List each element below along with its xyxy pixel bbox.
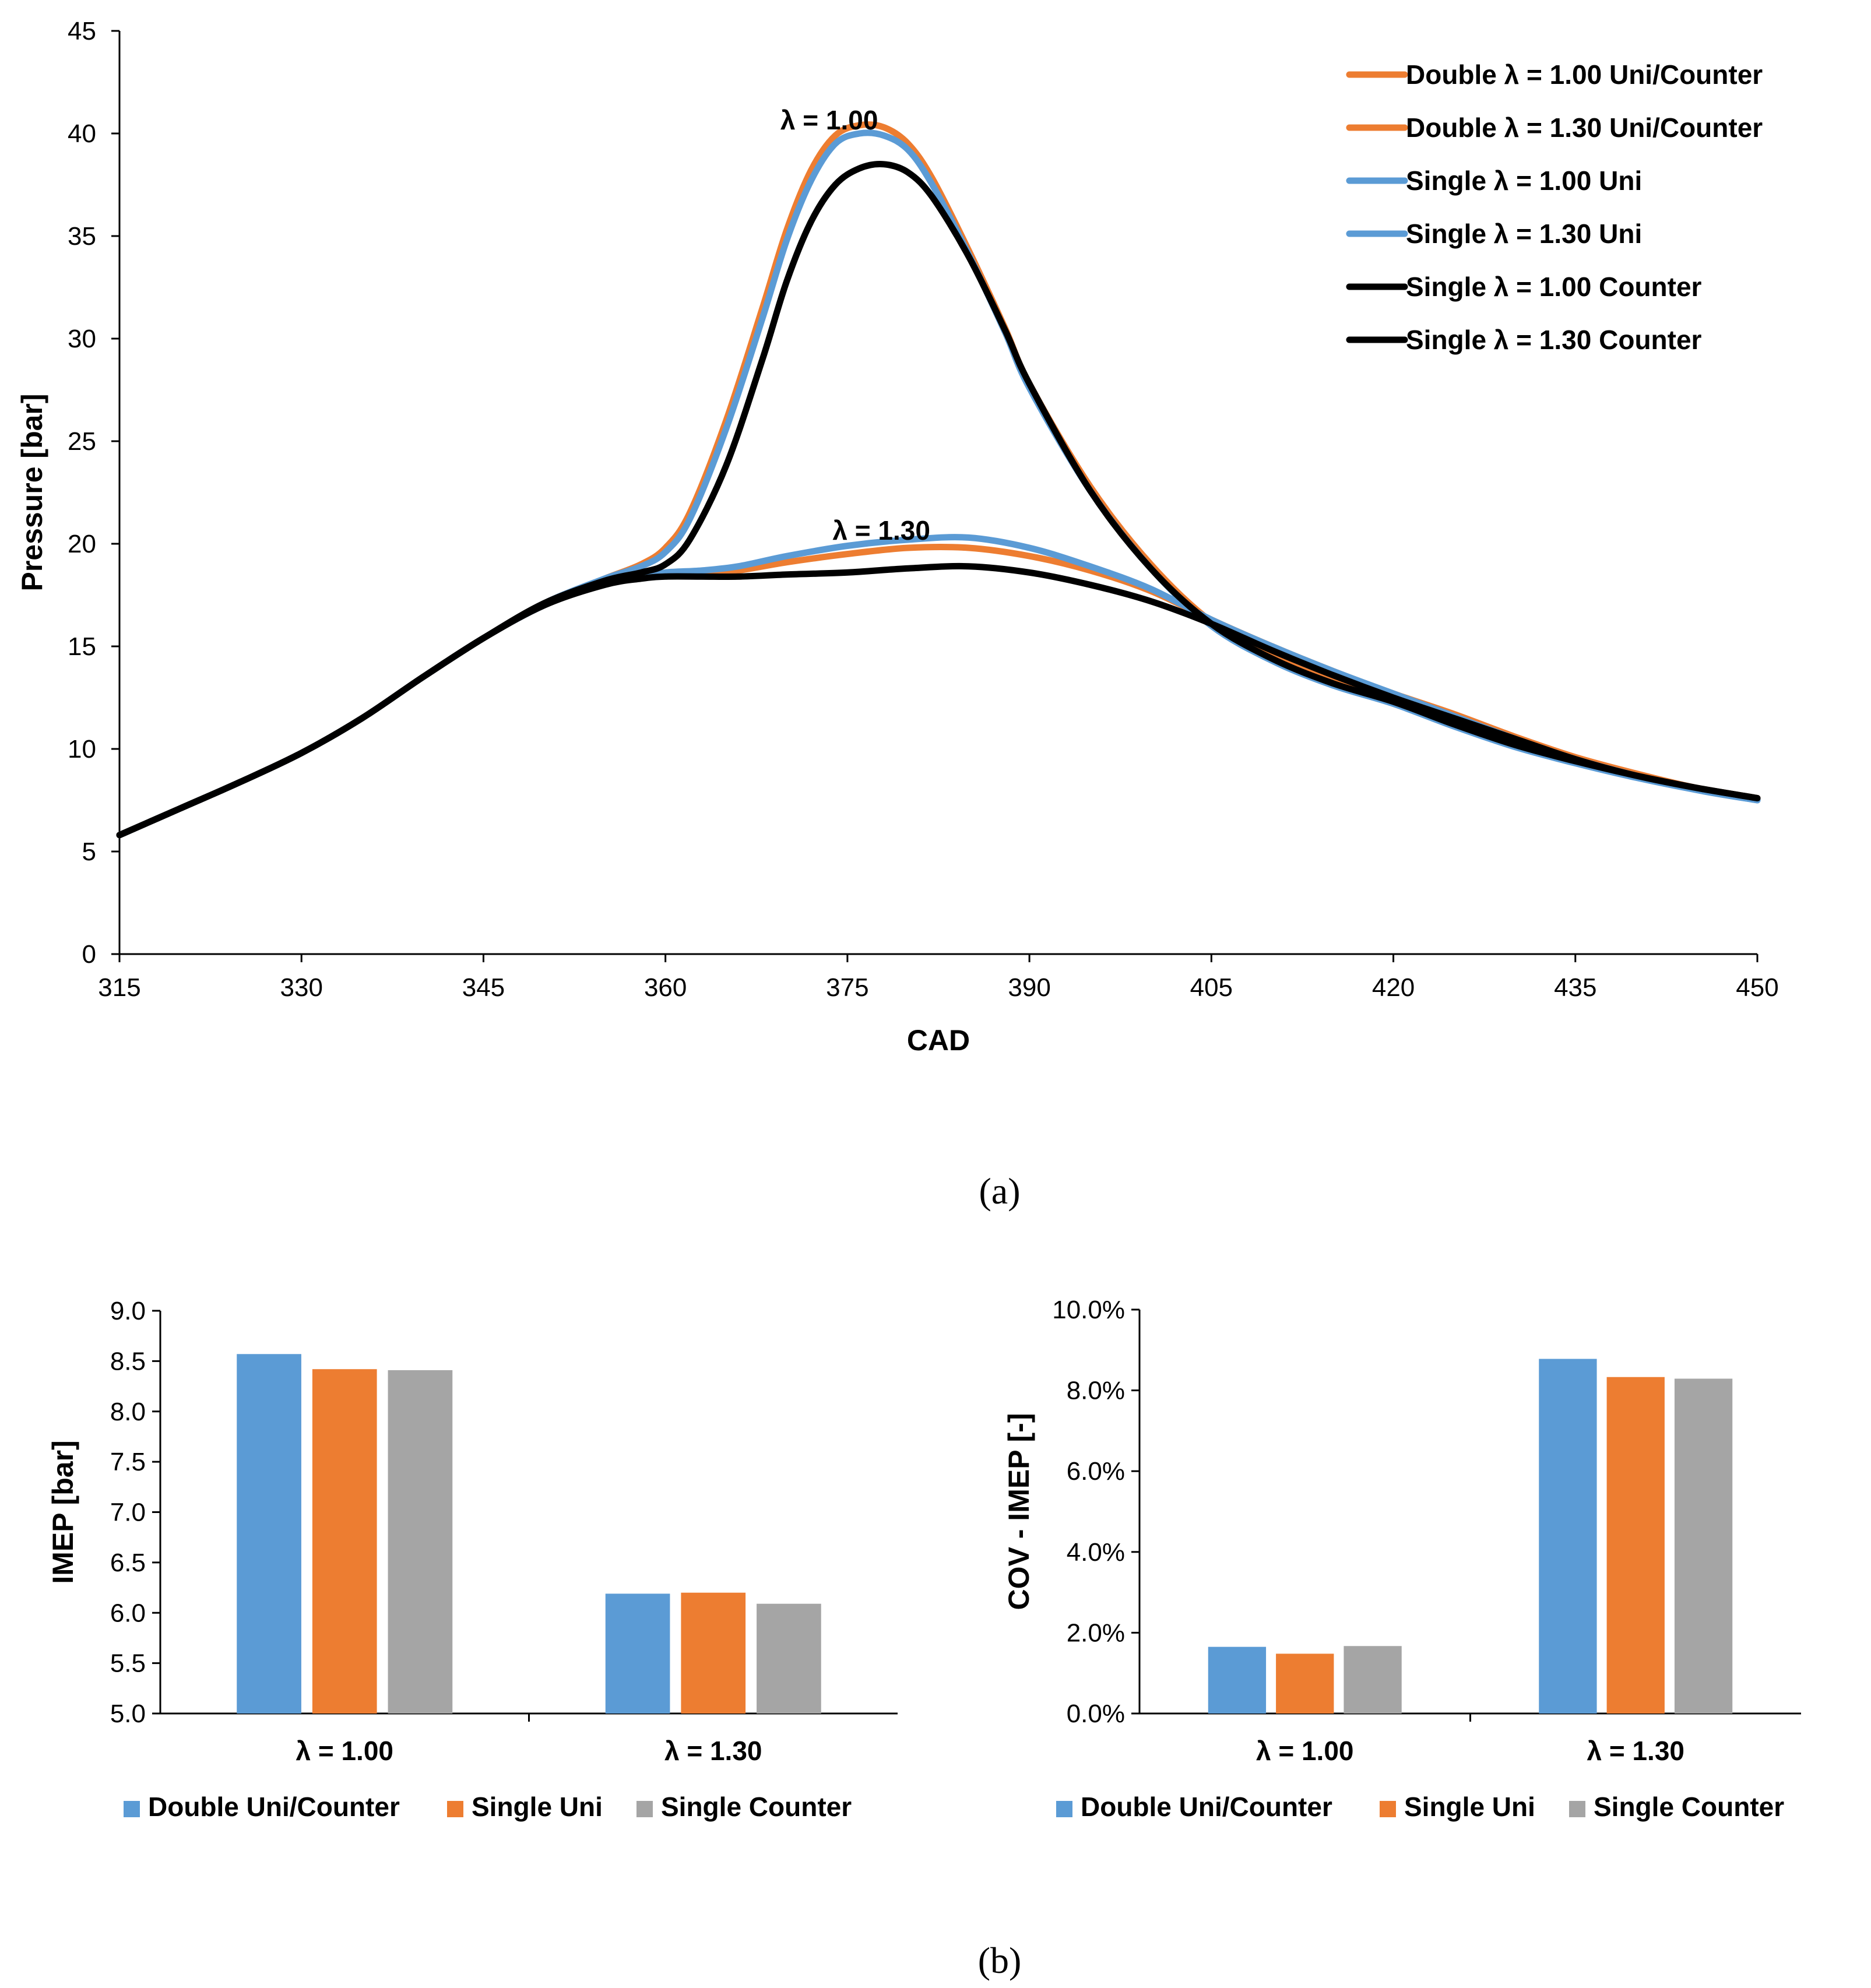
bar-1 (605, 1593, 670, 1713)
caption-a: (a) (979, 1170, 1020, 1212)
legend-label: Single Counter (1594, 1792, 1784, 1822)
bar-2 (1606, 1377, 1665, 1713)
legend-label: Single λ = 1.00 Uni (1406, 166, 1642, 196)
y-tick-label: 25 (68, 427, 96, 456)
x-tick-label: 405 (1190, 973, 1233, 1002)
y-tick-label: 40 (68, 119, 96, 148)
y-tick-label: 10.0% (1052, 1296, 1125, 1324)
bar-3 (757, 1603, 821, 1713)
y-tick-label: 0.0% (1067, 1700, 1125, 1728)
legend-label: Double Uni/Counter (1081, 1792, 1332, 1822)
y-tick-label: 20 (68, 530, 96, 558)
y-tick-label: 8.0% (1067, 1377, 1125, 1405)
legend-swatch-2 (1380, 1801, 1396, 1817)
y-tick-label: 6.5 (110, 1549, 146, 1577)
y-tick-label: 4.0% (1067, 1538, 1125, 1567)
bar-1 (237, 1354, 301, 1713)
y-axis-title: COV - IMEP [-] (1003, 1413, 1035, 1610)
bar-1 (1539, 1359, 1597, 1713)
x-tick-label: 360 (644, 973, 687, 1002)
annotation-label: λ = 1.00 (780, 105, 878, 135)
bar-chart-cov-imep: 0.0% 2.0% 4.0% 6.0% 8.0% 10.0% λ = 1.00 λ = 1.3… (1003, 1296, 1801, 1822)
category-label: λ = 1.00 (296, 1736, 393, 1766)
category-label: λ = 1.30 (1587, 1736, 1684, 1766)
y-tick-label: 15 (68, 632, 96, 661)
y-tick-label: 0 (82, 940, 96, 969)
legend-swatch-2 (447, 1801, 463, 1817)
legend-label: Single Uni (472, 1792, 603, 1822)
legend-label: Double Uni/Counter (148, 1792, 400, 1822)
bar-2 (312, 1369, 377, 1713)
y-axis-title: Pressure [bar] (16, 393, 48, 591)
x-tick-label: 315 (98, 973, 140, 1002)
bar-3 (1674, 1378, 1733, 1713)
x-tick-label: 375 (826, 973, 868, 1002)
category-label: λ = 1.30 (664, 1736, 762, 1766)
y-tick-label: 2.0% (1067, 1618, 1125, 1647)
legend-swatch-3 (1569, 1801, 1585, 1817)
bar-2 (1276, 1653, 1334, 1713)
legend-swatch-3 (636, 1801, 653, 1817)
y-tick-label: 6.0% (1067, 1457, 1125, 1486)
y-tick-label: 10 (68, 735, 96, 763)
legend-label: Single Uni (1404, 1792, 1535, 1822)
x-tick-label: 450 (1736, 973, 1778, 1002)
bar-chart-imep: 5.0 5.5 6.0 6.5 7.0 7.5 8.0 8.5 9.0 λ = 1.00 λ = 1… (47, 1297, 898, 1822)
y-tick-label: 7.5 (110, 1448, 146, 1476)
y-tick-label: 30 (68, 325, 96, 353)
x-axis-title: CAD (907, 1024, 970, 1057)
x-tick-label: 435 (1554, 973, 1596, 1002)
bar-3 (1344, 1646, 1402, 1713)
x-tick-label: 345 (462, 973, 505, 1002)
caption-b: (b) (978, 1940, 1022, 1981)
x-tick-label: 390 (1008, 973, 1050, 1002)
y-tick-label: 7.0 (110, 1498, 146, 1527)
legend-swatch-1 (124, 1801, 140, 1817)
series-line-6 (116, 562, 1761, 839)
annotation-label: λ = 1.30 (832, 515, 930, 546)
legend-swatch-1 (1056, 1801, 1072, 1817)
series-line-4 (116, 534, 1761, 839)
legend-label: Double λ = 1.30 Uni/Counter (1406, 112, 1763, 143)
legend-label: Single λ = 1.00 Counter (1406, 272, 1702, 302)
legend-label: Single Counter (661, 1792, 852, 1822)
y-tick-label: 6.0 (110, 1599, 146, 1627)
y-tick-label: 8.5 (110, 1347, 146, 1375)
line-chart-pressure: 0 5 10 15 20 25 30 35 40 45 315 330 345 360 375 390 405 4… (16, 17, 1779, 1057)
category-label: λ = 1.00 (1256, 1736, 1354, 1766)
bar-2 (681, 1592, 746, 1713)
legend-label: Double λ = 1.00 Uni/Counter (1406, 59, 1763, 90)
series-line-2 (116, 543, 1761, 839)
x-tick-label: 330 (280, 973, 323, 1002)
bar-3 (388, 1370, 453, 1713)
y-tick-label: 35 (68, 222, 96, 251)
legend-label: Single λ = 1.30 Counter (1406, 325, 1702, 355)
y-tick-label: 9.0 (110, 1297, 146, 1325)
y-tick-label: 5.0 (110, 1700, 146, 1728)
x-tick-label: 420 (1372, 973, 1415, 1002)
legend-label: Single λ = 1.30 Uni (1406, 219, 1642, 249)
bar-1 (1208, 1646, 1267, 1713)
y-tick-label: 45 (68, 17, 96, 45)
y-axis-title: IMEP [bar] (47, 1440, 79, 1584)
y-tick-label: 5 (82, 838, 96, 866)
y-tick-label: 5.5 (110, 1649, 146, 1678)
y-tick-label: 8.0 (110, 1398, 146, 1426)
